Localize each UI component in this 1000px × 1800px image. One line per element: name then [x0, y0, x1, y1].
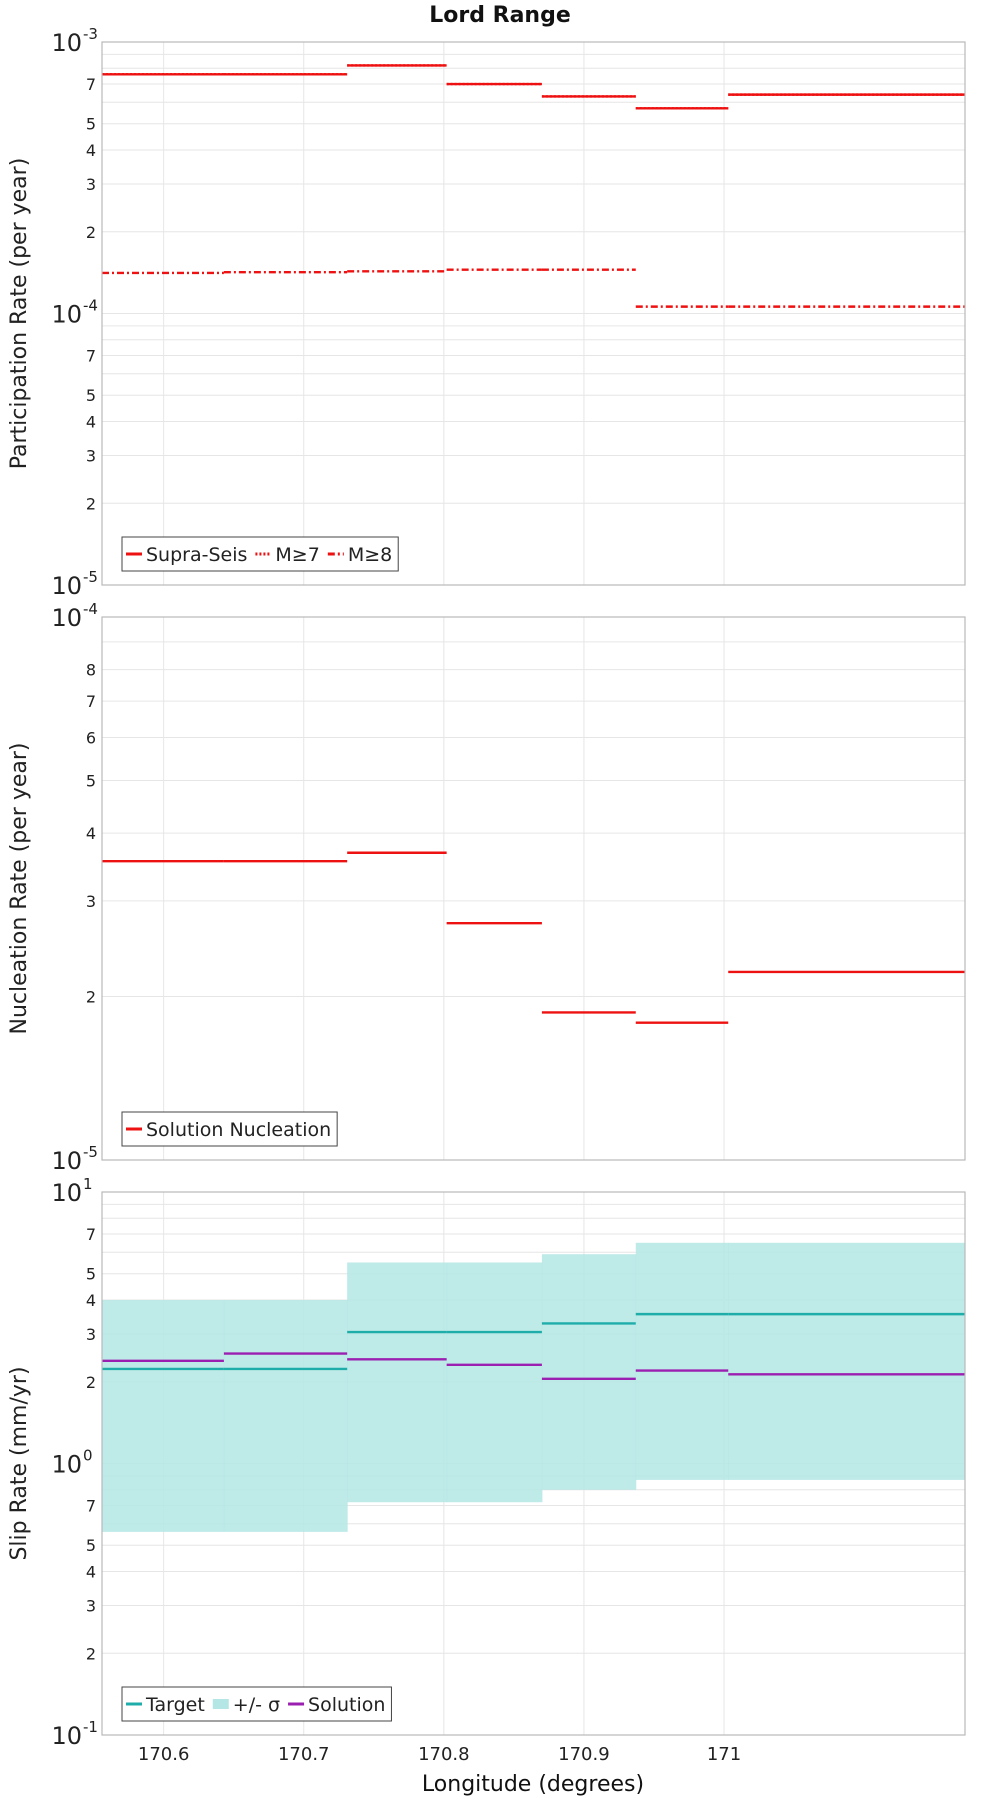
x-tick-label: 171	[707, 1744, 741, 1765]
x-tick-label: 170.9	[558, 1744, 610, 1765]
legend-frame	[121, 1686, 392, 1722]
y-minor-tick-label: 4	[86, 1563, 96, 1582]
plot-frame	[101, 41, 966, 586]
y-major-tick-exponent: -5	[83, 1143, 98, 1161]
legend-swatch	[212, 1699, 229, 1709]
y-minor-tick-label: 2	[86, 1644, 96, 1663]
y-axis-label: Participation Rate (per year)	[7, 158, 32, 470]
legend-entry-label: Solution	[308, 1694, 385, 1716]
y-major-tick-label: 10	[51, 1722, 82, 1750]
y-major-tick-label: 10	[51, 29, 82, 57]
y-minor-tick-label: 7	[86, 1225, 96, 1244]
y-major-tick-exponent: -1	[83, 1718, 98, 1736]
sigma-band-segment	[635, 1242, 729, 1480]
y-major-tick-exponent: -4	[83, 600, 98, 618]
x-axis: 170.6 170.7 170.8 170.9 171	[138, 1744, 741, 1765]
y-minor-tick-label: 2	[86, 494, 96, 513]
y-minor-tick-label: 2	[86, 223, 96, 242]
chart-title: Lord Range	[429, 3, 571, 28]
y-minor-tick-label: 3	[86, 175, 96, 194]
legend-entry-label: M≥8	[348, 544, 392, 566]
y-minor-tick-label: 5	[86, 115, 96, 134]
plot-frame	[101, 616, 966, 1161]
legend-entry-label: Supra-Seis	[146, 544, 247, 566]
y-major-tick-exponent: 0	[83, 1447, 93, 1465]
y-minor-tick-label: 5	[86, 1265, 96, 1284]
y-minor-tick-label: 8	[86, 661, 96, 680]
y-minor-tick-label: 3	[86, 892, 96, 911]
x-tick-label: 170.8	[418, 1744, 470, 1765]
legend: Supra-Seis M≥7 M≥8	[121, 536, 399, 572]
y-major-tick-label: 10	[51, 1451, 82, 1479]
legend: Target +/- σ Solution	[121, 1686, 392, 1722]
y-major-tick-exponent: 1	[83, 1175, 93, 1193]
y-minor-tick-label: 3	[86, 1325, 96, 1344]
y-major-tick-exponent: -5	[83, 568, 98, 586]
y-minor-tick-label: 6	[86, 728, 96, 747]
y-minor-tick-label: 5	[86, 771, 96, 790]
x-tick-label: 170.7	[278, 1744, 330, 1765]
y-minor-tick-label: 5	[86, 386, 96, 405]
y-minor-tick-label: 7	[86, 75, 96, 94]
y-major-tick-label: 10	[51, 1147, 82, 1175]
y-minor-tick-label: 4	[86, 1291, 96, 1310]
y-axis-label: Nucleation Rate (per year)	[7, 743, 32, 1035]
legend-entry-label: M≥7	[275, 544, 319, 566]
sigma-band-segment	[541, 1254, 637, 1490]
y-major-tick-exponent: -3	[83, 25, 98, 43]
y-minor-tick-label: 5	[86, 1536, 96, 1555]
sigma-band-segment	[223, 1300, 348, 1532]
y-minor-tick-label: 7	[86, 347, 96, 366]
y-minor-tick-label: 4	[86, 413, 96, 432]
legend: Solution Nucleation	[121, 1111, 338, 1147]
y-minor-tick-label: 3	[86, 1596, 96, 1615]
plot-area	[102, 617, 965, 1160]
y-minor-tick-label: 7	[86, 1497, 96, 1516]
y-minor-tick-label: 4	[86, 824, 96, 843]
legend-entry-label: Target	[145, 1694, 205, 1716]
y-major-tick-label: 10	[51, 572, 82, 600]
sigma-band-segment	[728, 1242, 966, 1480]
y-minor-tick-label: 3	[86, 446, 96, 465]
y-major-tick-label: 10	[51, 1179, 82, 1207]
legend-entry-label: Solution Nucleation	[146, 1119, 331, 1141]
sigma-band-segment	[347, 1262, 448, 1503]
y-minor-tick-label: 2	[86, 988, 96, 1007]
legend-entry-label: +/- σ	[233, 1694, 280, 1716]
y-minor-tick-label: 2	[86, 1373, 96, 1392]
legend-frame	[121, 1111, 338, 1147]
x-axis-label: Longitude (degrees)	[422, 1772, 644, 1797]
y-minor-tick-label: 4	[86, 141, 96, 160]
y-minor-tick-label: 7	[86, 692, 96, 711]
x-tick-label: 170.6	[138, 1744, 190, 1765]
sigma-band-segment	[102, 1300, 225, 1532]
y-major-tick-exponent: -4	[83, 297, 98, 315]
sigma-band-segment	[446, 1262, 543, 1503]
y-major-tick-label: 10	[51, 301, 82, 329]
y-major-tick-label: 10	[51, 604, 82, 632]
plot-frame	[101, 1191, 966, 1736]
y-axis-label: Slip Rate (mm/yr)	[7, 1366, 32, 1560]
